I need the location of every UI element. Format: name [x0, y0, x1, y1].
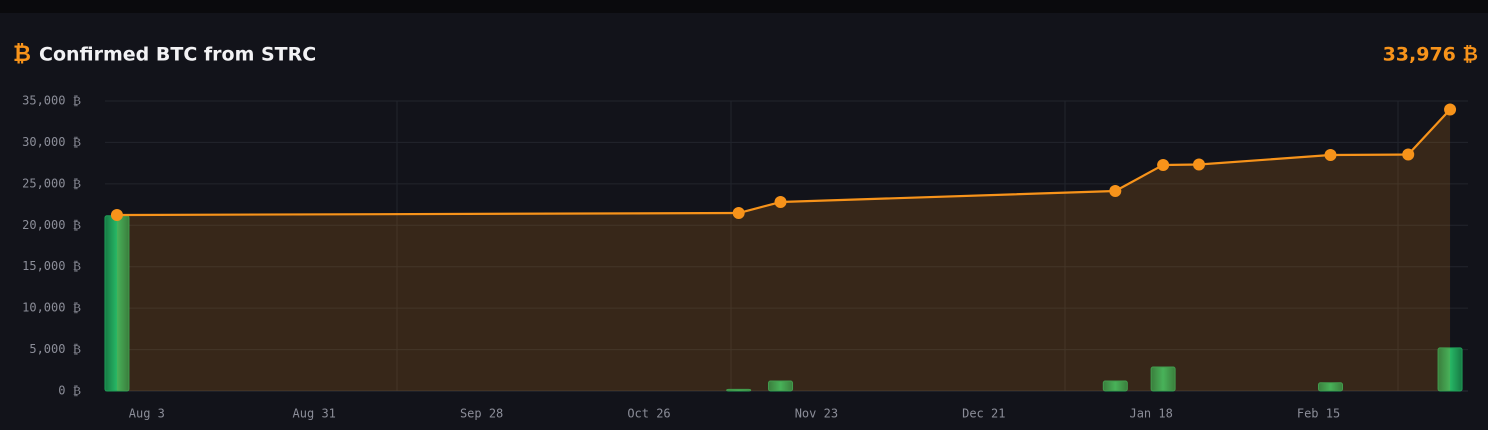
bar [726, 388, 752, 392]
area-fill [116, 109, 1451, 392]
point [774, 196, 787, 209]
bar [1318, 382, 1344, 392]
point [1192, 158, 1205, 171]
x-tick-label: Nov 23 [795, 407, 838, 421]
point [1109, 184, 1122, 197]
x-tick-label: Jan 18 [1129, 407, 1172, 421]
y-tick-label: 15,000 ₿ [22, 259, 81, 273]
chart-title: Confirmed BTC from STRC [39, 44, 316, 66]
x-tick-label: Oct 26 [627, 407, 670, 421]
y-tick-label: 25,000 ₿ [22, 176, 81, 190]
x-tick-label: Feb 15 [1297, 407, 1340, 421]
bar [1150, 366, 1176, 392]
y-tick-label: 35,000 ₿ [22, 94, 81, 108]
point [110, 209, 123, 222]
point [1402, 148, 1415, 161]
bar [1437, 347, 1463, 392]
vertical-grid [396, 101, 1399, 391]
y-tick-label: 20,000 ₿ [22, 218, 81, 232]
total-value: 33,976 ₿ [1383, 44, 1478, 66]
y-tick-label: 0 ₿ [58, 384, 81, 398]
y-tick-label: 5,000 ₿ [29, 342, 81, 356]
title-icon: ₿ [13, 42, 31, 67]
y-tick-label: 30,000 ₿ [22, 135, 81, 149]
point [732, 207, 745, 220]
point [1444, 103, 1457, 116]
bar [1102, 380, 1128, 392]
x-tick-label: Aug 3 [129, 407, 165, 421]
x-tick-label: Aug 31 [293, 407, 336, 421]
y-tick-label: 10,000 ₿ [22, 301, 81, 315]
x-tick-label: Dec 21 [962, 407, 1005, 421]
point [1157, 158, 1170, 171]
top-strip [0, 0, 1488, 13]
x-tick-label: Sep 28 [460, 407, 503, 421]
bar [768, 380, 794, 392]
point [1324, 149, 1337, 162]
